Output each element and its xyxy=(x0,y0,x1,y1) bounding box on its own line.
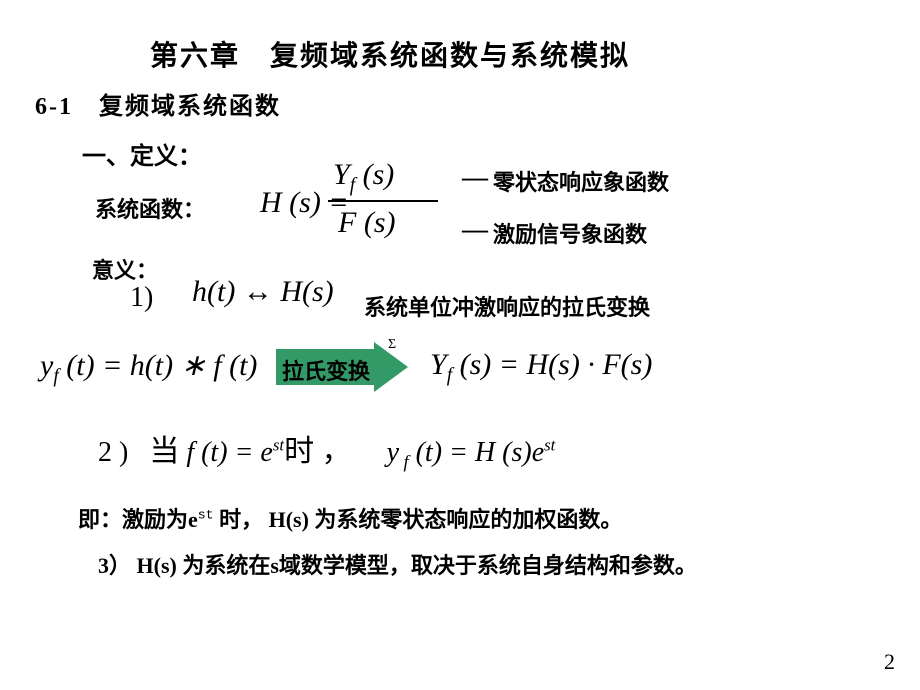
item-2-shi: 时 ， xyxy=(284,435,352,468)
concl1-sup: st xyxy=(198,508,214,523)
annotation-zero-state: 零状态响应象函数 xyxy=(493,165,669,197)
item-2-line: 2 ) 当 f (t) = est时 ， y f (t) = H (s)est xyxy=(98,426,555,473)
annotation-excitation: 激励信号象函数 xyxy=(493,217,647,249)
concl1-post: 时， H(s) 为系统零状态响应的加权函数。 xyxy=(214,507,623,532)
item-2-yf-sup: st xyxy=(544,436,555,455)
definition-label: 一、定义： xyxy=(82,136,202,171)
item-2-dang: 当 xyxy=(149,435,179,468)
page-number: 2 xyxy=(884,649,895,675)
item-2-yf-sub: f xyxy=(399,452,409,472)
meaning-label: 意义： xyxy=(92,253,158,285)
yfs-rest: (s) = H(s) · F(s) xyxy=(452,348,652,381)
fraction-line xyxy=(328,200,438,202)
yfs-equation: Yf (s) = H(s) · F(s) xyxy=(430,348,652,387)
conclusion-line-2: 3） H(s) 为系统在s域数学模型，取决于系统自身结构和参数。 xyxy=(98,544,838,588)
num-tail: (s) xyxy=(355,158,394,191)
num-Y: Y xyxy=(333,158,350,191)
fraction-denominator: F (s) xyxy=(338,206,395,240)
section-heading: 6-1 复频域系统函数 xyxy=(35,86,281,121)
fraction-numerator: Yf (s) xyxy=(333,158,394,197)
system-function-label: 系统函数： xyxy=(95,192,205,224)
item-2-sup: st xyxy=(273,436,284,455)
item-1-equation: h(t) ↔ H(s) xyxy=(192,275,334,309)
conv-y: y xyxy=(40,349,53,382)
arrow-label: 拉氏变换 xyxy=(282,354,370,386)
item-2-number: 2 ) xyxy=(98,437,128,468)
chapter-title: 第六章 复频域系统函数与系统模拟 xyxy=(150,34,630,74)
item-2-yf-y: y xyxy=(387,437,399,468)
dash-icon: — xyxy=(462,163,488,193)
dash-icon: — xyxy=(462,215,488,245)
item-2-f: f (t) = e xyxy=(186,437,273,468)
concl1-pre: 即：激励为e xyxy=(78,507,198,532)
conv-rest: (t) = h(t) ∗ f (t) xyxy=(59,349,258,382)
convolution-equation: yf (t) = h(t) ∗ f (t) xyxy=(40,348,257,388)
laplace-arrow: Σ 拉氏变换 xyxy=(276,342,406,384)
yfs-Y: Y xyxy=(430,348,447,381)
annotation-unit-impulse: 系统单位冲激响应的拉氏变换 xyxy=(364,290,650,322)
conclusion-line-1: 即：激励为est 时， H(s) 为系统零状态响应的加权函数。 xyxy=(78,498,622,542)
item-1-number: 1) xyxy=(130,282,153,314)
item-2-yf-rest: (t) = H (s)e xyxy=(409,437,545,468)
sigma-icon: Σ xyxy=(388,337,396,353)
